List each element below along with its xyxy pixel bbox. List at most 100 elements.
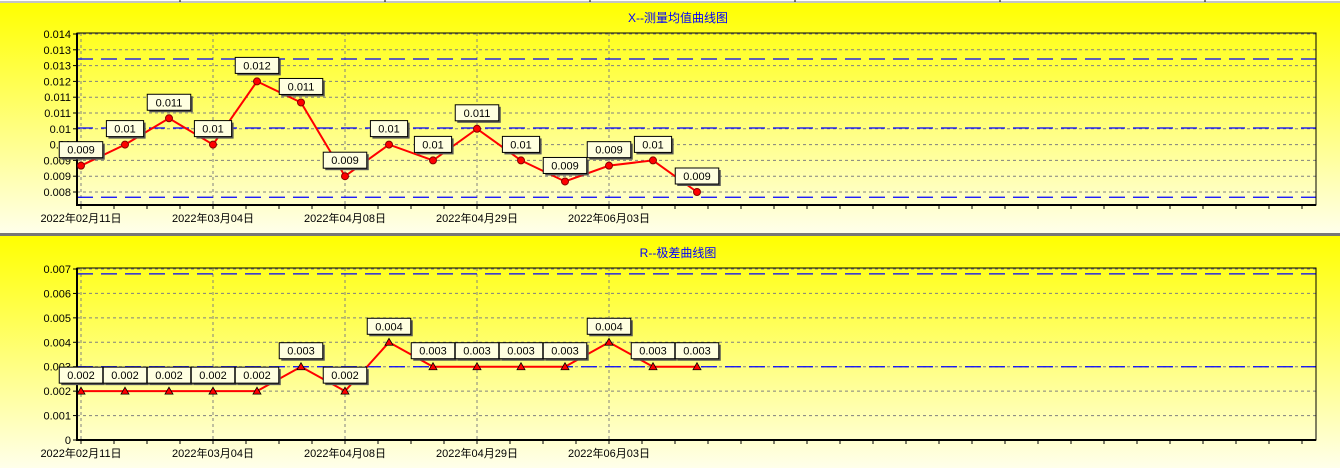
data-label-box [674, 167, 720, 185]
data-label-box [146, 93, 192, 111]
data-label: 0.011 [288, 81, 315, 93]
data-label: 0.01 [642, 139, 663, 151]
data-label-box [454, 104, 500, 122]
data-label: 0.003 [463, 346, 491, 358]
data-point [296, 361, 306, 371]
data-label: 0.009 [67, 145, 95, 157]
data-label-box [501, 135, 541, 153]
data-label-box [278, 77, 324, 95]
data-label: 0.009 [331, 155, 359, 167]
y-tick-label: 0.011 [44, 108, 71, 120]
data-label: 0.002 [331, 370, 359, 382]
data-point [164, 386, 174, 395]
x-tick-label: 2022年02月11日 [40, 211, 121, 225]
data-point [648, 361, 658, 371]
data-label: 0.01 [114, 124, 135, 136]
data-point [472, 361, 482, 371]
chart-title: X--测量均值曲线图 [628, 10, 728, 25]
data-point [692, 361, 702, 371]
data-label-box [234, 56, 280, 74]
data-point [517, 156, 525, 165]
data-label: 0.003 [419, 346, 447, 358]
data-label: 0.01 [378, 124, 399, 136]
y-tick-label: 0.005 [43, 313, 71, 325]
data-label-box [674, 342, 720, 360]
data-point [605, 161, 613, 170]
y-tick-label: 0.001 [43, 411, 71, 423]
data-label-box [366, 317, 412, 335]
data-label: 0.003 [507, 346, 535, 358]
y-tick-label: 0.002 [43, 386, 71, 398]
data-point [252, 386, 262, 395]
data-label: 0.003 [683, 346, 711, 358]
x-tick-label: 2022年06月03日 [568, 446, 650, 460]
data-label-box [278, 342, 324, 360]
data-point [341, 172, 349, 181]
data-point [561, 177, 569, 186]
data-label: 0.009 [551, 160, 579, 172]
data-label: 0.011 [464, 108, 491, 120]
data-label: 0.011 [156, 97, 183, 109]
data-label-box [633, 135, 673, 153]
data-label: 0.01 [422, 139, 443, 151]
data-point [208, 386, 218, 395]
data-label: 0.01 [510, 139, 531, 151]
y-tick-label: 0.008 [43, 187, 71, 199]
data-point [473, 124, 481, 133]
data-label-box [193, 120, 233, 138]
y-tick-label: 0.009 [43, 171, 71, 183]
data-point [693, 188, 701, 196]
data-label: 0.004 [375, 321, 403, 333]
data-point [209, 140, 217, 149]
y-tick-label: 0.007 [43, 264, 71, 276]
panel-separator [0, 233, 1340, 236]
x-tick-label: 2022年04月08日 [304, 446, 386, 460]
y-tick-label: 0.006 [43, 288, 71, 300]
chart-panel-2: R--极差曲线图 0.007 0.006 0.005 0.004 0.003 0.002 0.… [0, 236, 1340, 468]
data-label-box [542, 156, 588, 174]
y-tick-label: 0.014 [43, 29, 71, 41]
data-point [649, 156, 657, 165]
data-label: 0.01 [202, 124, 223, 136]
x-tick-label: 2022年03月04日 [172, 211, 254, 225]
data-label: 0.002 [155, 370, 183, 382]
data-point [77, 161, 85, 170]
panel-background [0, 3, 1340, 233]
y-tick-label: 0.013 [43, 45, 71, 57]
data-point [297, 98, 305, 107]
data-label: 0.004 [595, 321, 623, 333]
data-point [165, 114, 173, 123]
data-point [76, 386, 86, 395]
data-point [385, 140, 393, 149]
data-label: 0.003 [287, 346, 315, 358]
data-label-box [586, 141, 632, 159]
data-point [384, 337, 394, 346]
data-label-box [586, 317, 632, 335]
data-label-box [322, 366, 368, 384]
x-tick-label: 2022年04月08日 [304, 211, 386, 225]
data-label-box [413, 135, 453, 153]
data-point [429, 156, 437, 165]
data-point [120, 386, 130, 395]
data-point [560, 361, 570, 371]
x-tick-label: 2022年03月04日 [172, 446, 254, 460]
data-label: 0.009 [595, 145, 623, 157]
data-point [340, 386, 350, 395]
chart-panel-1: X--测量均值曲线图 0.014 0.013 0.013 0.012 0.011 0.011… [0, 3, 1340, 233]
x-tick-label: 2022年02月11日 [40, 446, 121, 460]
x-tick-label: 2022年04月29日 [436, 211, 518, 225]
y-tick-label: 0.013 [43, 61, 71, 73]
data-point [253, 77, 261, 86]
data-label: 0.003 [551, 346, 579, 358]
x-tick-label: 2022年06月03日 [568, 211, 650, 225]
data-label-box [369, 120, 409, 138]
data-label: 0.002 [67, 370, 95, 382]
y-tick-label: 0.004 [43, 337, 71, 349]
data-label-box [105, 120, 145, 138]
data-label-box [234, 366, 280, 384]
data-label: 0.002 [243, 370, 271, 382]
data-point [516, 361, 526, 371]
data-label: 0.003 [639, 346, 667, 358]
data-label-box [542, 342, 588, 360]
